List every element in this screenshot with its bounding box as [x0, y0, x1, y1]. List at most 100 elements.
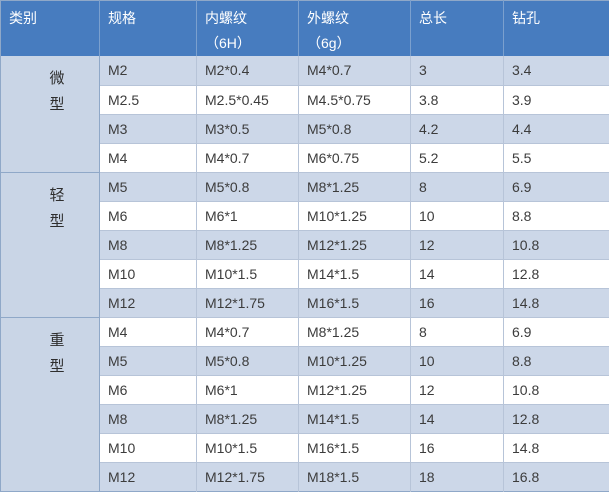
table-row: M5 M5*0.8 M10*1.25 10 8.8	[1, 346, 609, 376]
table-row: M12 M12*1.75 M16*1.5 16 14.8	[1, 288, 609, 318]
cell-internal-thread: M4*0.7	[196, 143, 299, 173]
cell-internal-thread: M12*1.75	[196, 288, 299, 318]
cell-drill-hole: 6.9	[503, 317, 609, 347]
header-row: 类别 规格 内螺纹 （6H） 外螺纹 （6g） 总长 钻孔	[0, 0, 609, 56]
cell-spec: M6	[99, 201, 197, 231]
cell-spec: M5	[99, 346, 197, 376]
cell-drill-hole: 16.8	[503, 462, 609, 491]
table-header: 类别 规格 内螺纹 （6H） 外螺纹 （6g） 总长 钻孔	[0, 0, 609, 56]
table-row: M12 M12*1.75 M18*1.5 18 16.8	[1, 462, 609, 491]
cell-spec: M12	[99, 288, 197, 318]
cell-total-length: 14	[410, 259, 504, 289]
cell-spec: M10	[99, 433, 197, 463]
cell-total-length: 5.2	[410, 143, 504, 173]
cell-external-thread: M8*1.25	[298, 317, 411, 347]
group-cell-0: 微型	[0, 56, 100, 173]
table-row: M6 M6*1 M12*1.25 12 10.8	[1, 375, 609, 405]
cell-spec: M4	[99, 143, 197, 173]
cell-external-thread: M16*1.5	[298, 288, 411, 318]
column-header-internal-thread: 内螺纹 （6H）	[196, 0, 299, 56]
cell-total-length: 16	[410, 288, 504, 318]
table-row: 重型 M4 M4*0.7 M8*1.25 8 6.9	[0, 317, 609, 492]
table-row: M2.5 M2.5*0.45 M4.5*0.75 3.8 3.9	[1, 85, 609, 115]
cell-external-thread: M10*1.25	[298, 346, 411, 376]
cell-spec: M4	[99, 317, 197, 347]
cell-internal-thread: M8*1.25	[196, 230, 299, 260]
group-cell-1: 轻型	[0, 172, 100, 318]
cell-total-length: 3	[410, 56, 504, 86]
cell-spec: M12	[99, 462, 197, 491]
cell-drill-hole: 8.8	[503, 346, 609, 376]
table-row: M8 M8*1.25 M14*1.5 14 12.8	[1, 404, 609, 434]
cell-internal-thread: M4*0.7	[196, 317, 299, 347]
cell-total-length: 8	[410, 172, 504, 202]
cell-external-thread: M14*1.5	[298, 259, 411, 289]
table-row: M4 M4*0.7 M6*0.75 5.2 5.5	[1, 143, 609, 173]
cell-external-thread: M8*1.25	[298, 172, 411, 202]
cell-internal-thread: M2.5*0.45	[196, 85, 299, 115]
cell-drill-hole: 10.8	[503, 230, 609, 260]
cell-internal-thread: M10*1.5	[196, 259, 299, 289]
cell-external-thread: M5*0.8	[298, 114, 411, 144]
cell-total-length: 16	[410, 433, 504, 463]
cell-total-length: 14	[410, 404, 504, 434]
table-row: M6 M6*1 M10*1.25 10 8.8	[1, 201, 609, 231]
cell-spec: M8	[99, 404, 197, 434]
table-row: M3 M3*0.5 M5*0.8 4.2 4.4	[1, 114, 609, 144]
cell-spec: M8	[99, 230, 197, 260]
table-row: 微型 M2 M2*0.4 M4*0.7 3 3.4	[0, 56, 609, 173]
header-label-line1: 类别	[9, 10, 37, 26]
cell-internal-thread: M3*0.5	[196, 114, 299, 144]
header-label-line2: （6g）	[307, 35, 351, 51]
cell-drill-hole: 14.8	[503, 433, 609, 463]
cell-drill-hole: 12.8	[503, 404, 609, 434]
cell-drill-hole: 3.4	[503, 56, 609, 86]
cell-total-length: 4.2	[410, 114, 504, 144]
table-row: 轻型 M5 M5*0.8 M8*1.25 8 6.9	[0, 172, 609, 318]
cell-spec: M6	[99, 375, 197, 405]
cell-drill-hole: 3.9	[503, 85, 609, 115]
cell-internal-thread: M8*1.25	[196, 404, 299, 434]
group-label-char: 型	[49, 357, 65, 375]
column-header-external-thread: 外螺纹 （6g）	[298, 0, 411, 56]
header-label-line1: 总长	[419, 10, 447, 26]
cell-total-length: 3.8	[410, 85, 504, 115]
cell-total-length: 18	[410, 462, 504, 491]
cell-drill-hole: 5.5	[503, 143, 609, 173]
cell-total-length: 12	[410, 375, 504, 405]
cell-spec: M5	[99, 172, 197, 202]
group-label-char: 轻	[49, 186, 65, 204]
group-cell-2: 重型	[0, 317, 100, 492]
cell-total-length: 8	[410, 317, 504, 347]
cell-internal-thread: M12*1.75	[196, 462, 299, 491]
cell-external-thread: M16*1.5	[298, 433, 411, 463]
cell-drill-hole: 8.8	[503, 201, 609, 231]
table-row: M10 M10*1.5 M14*1.5 14 12.8	[1, 259, 609, 289]
cell-external-thread: M12*1.25	[298, 375, 411, 405]
cell-internal-thread: M2*0.4	[196, 56, 299, 86]
group-label-char: 型	[49, 96, 65, 113]
cell-internal-thread: M5*0.8	[196, 346, 299, 376]
cell-external-thread: M18*1.5	[298, 462, 411, 491]
group-label-char: 重	[49, 331, 65, 349]
header-label-line1: 钻孔	[512, 10, 540, 26]
column-header-category: 类别	[0, 0, 100, 56]
cell-spec: M2.5	[99, 85, 197, 115]
column-header-drill-hole: 钻孔	[503, 0, 609, 56]
table-body: 微型 M2 M2*0.4 M4*0.7 3 3.4 M2.5 M2.5*0.45 M4.5*0.…	[0, 56, 609, 492]
cell-internal-thread: M6*1	[196, 375, 299, 405]
cell-drill-hole: 12.8	[503, 259, 609, 289]
cell-total-length: 12	[410, 230, 504, 260]
cell-external-thread: M4.5*0.75	[298, 85, 411, 115]
header-label-line2: （6H）	[205, 35, 251, 51]
cell-internal-thread: M5*0.8	[196, 172, 299, 202]
cell-spec: M2	[99, 56, 197, 86]
cell-external-thread: M12*1.25	[298, 230, 411, 260]
cell-drill-hole: 14.8	[503, 288, 609, 318]
cell-internal-thread: M6*1	[196, 201, 299, 231]
cell-external-thread: M14*1.5	[298, 404, 411, 434]
cell-total-length: 10	[410, 346, 504, 376]
header-label-line1: 内螺纹	[205, 10, 247, 26]
table-row: M8 M8*1.25 M12*1.25 12 10.8	[1, 230, 609, 260]
